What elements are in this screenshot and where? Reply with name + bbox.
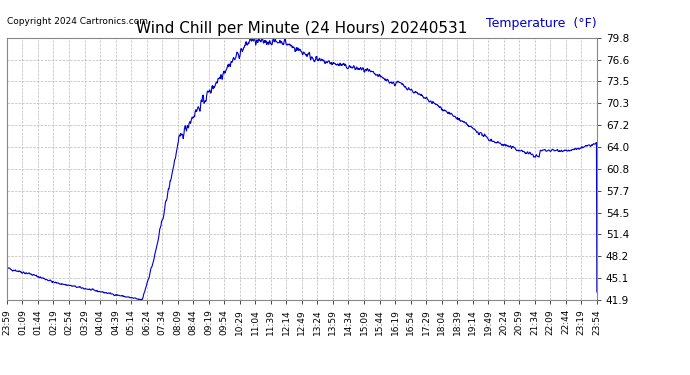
Title: Wind Chill per Minute (24 Hours) 20240531: Wind Chill per Minute (24 Hours) 2024053… bbox=[136, 21, 468, 36]
Text: Copyright 2024 Cartronics.com: Copyright 2024 Cartronics.com bbox=[7, 16, 148, 26]
Text: Temperature  (°F): Temperature (°F) bbox=[486, 16, 597, 30]
